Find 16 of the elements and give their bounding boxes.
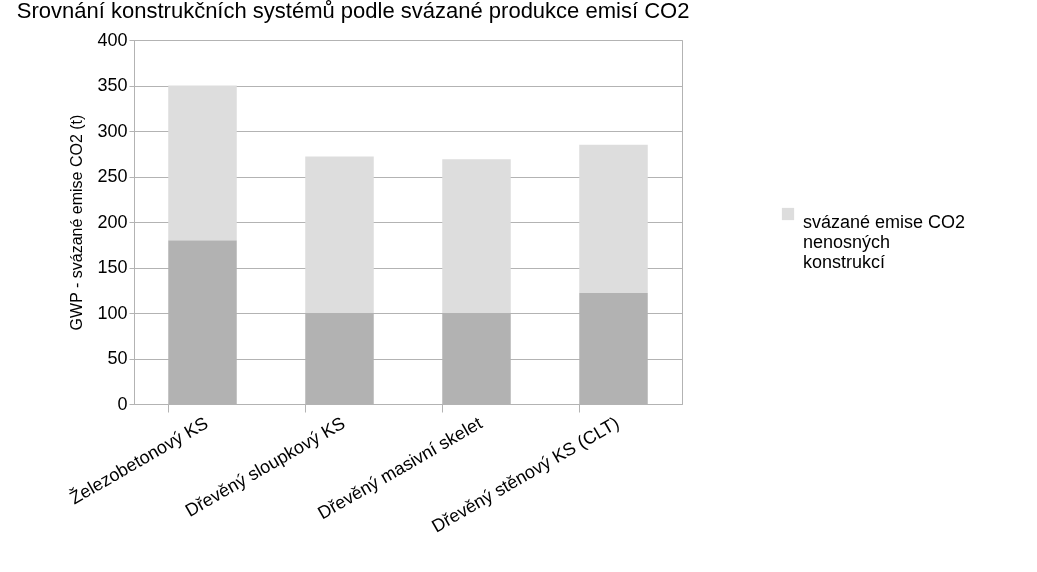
bar xyxy=(442,159,511,313)
y-tick-label: 400 xyxy=(97,29,128,50)
legend-label: svázané emise CO2 nenosných konstrukcí xyxy=(803,212,966,272)
y-tick-label: 300 xyxy=(97,120,128,141)
y-tick-label: 200 xyxy=(97,211,128,232)
y-tick-label: 100 xyxy=(97,302,128,323)
y-tick-label: 350 xyxy=(97,75,128,95)
y-tick-label: 0 xyxy=(117,393,128,414)
bar xyxy=(168,85,237,241)
y-tick-label: 50 xyxy=(107,348,128,368)
y-axis-title: GWP - svázané emise CO2 (t) xyxy=(68,114,86,331)
y-tick-label: 250 xyxy=(97,166,128,186)
bar xyxy=(305,156,374,313)
chart-title: Srovnání konstrukčních systémů podle svázané produkce emisí CO2 xyxy=(16,0,690,23)
bar xyxy=(579,144,648,293)
y-tick-label: 150 xyxy=(97,257,128,277)
